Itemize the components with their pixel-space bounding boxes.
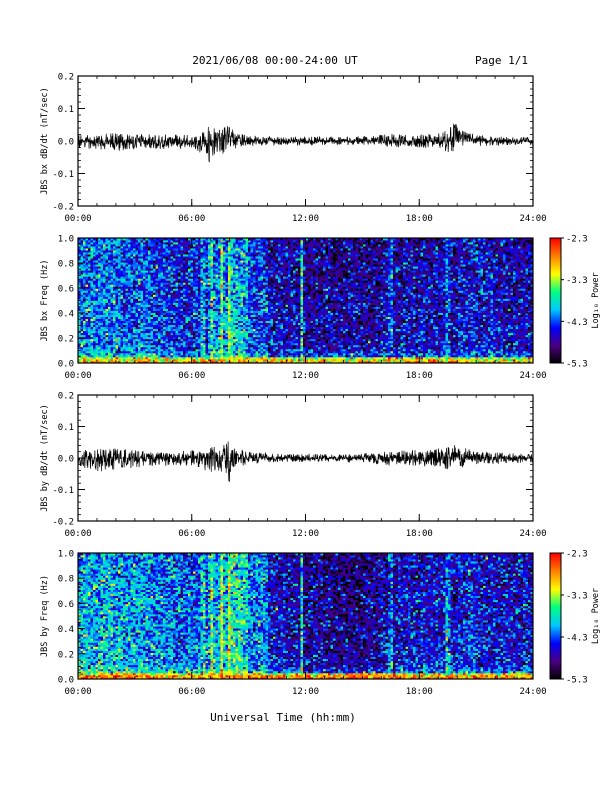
x-tick-label: 00:00: [64, 214, 91, 224]
y-tick-label: 0.0: [58, 455, 74, 465]
x-tick-label: 06:00: [178, 687, 205, 697]
y-tick-label: 0.8: [58, 575, 74, 585]
x-tick-label: 00:00: [64, 687, 91, 697]
colorbar-tick-label: -2.3: [566, 235, 588, 245]
series-line: [78, 442, 533, 482]
x-tick-label: 24:00: [519, 214, 546, 224]
y-tick-label: 0.4: [58, 625, 74, 635]
y-tick-label: 0.2: [58, 335, 74, 345]
x-tick-label: 12:00: [292, 687, 319, 697]
panels: 0.20.10.0-0.1-0.200:00 06:00 12:00 18:00 24:…: [40, 73, 601, 698]
x-tick-label: 24:00: [519, 371, 546, 381]
y-tick-label: 0.0: [58, 360, 74, 370]
colorbar-label: Log₁₀ Power: [591, 272, 601, 328]
y-tick-label: 0.6: [58, 285, 74, 295]
heatmap-cells: [78, 238, 533, 363]
x-tick-label: 12:00: [292, 529, 319, 539]
x-tick-label: 24:00: [519, 687, 546, 697]
x-tick-label: 12:00: [292, 371, 319, 381]
colorbar-tick-label: -4.3: [566, 634, 588, 644]
colorbar-tick-label: -3.3: [566, 276, 588, 286]
colorbar-tick-label: -2.3: [566, 550, 588, 560]
x-tick-label: 06:00: [178, 214, 205, 224]
y-tick-label: 0.8: [58, 260, 74, 270]
colorbar-label: Log₁₀ Power: [591, 588, 601, 644]
x-axis-label: Universal Time (hh:mm): [210, 711, 356, 724]
colorbar: -2.3 -3.3 -4.3 -5.3 Log₁₀ Power: [550, 550, 601, 686]
x-tick-label: 18:00: [406, 371, 433, 381]
x-tick-label: 00:00: [64, 371, 91, 381]
x-tick-label: 06:00: [178, 371, 205, 381]
y-tick-label: 0.2: [58, 73, 74, 83]
chart-title: 2021/06/08 00:00-24:00 UT: [192, 54, 358, 67]
y-tick-label: -0.1: [52, 170, 74, 180]
series-line: [78, 124, 533, 162]
y-tick-label: 0.2: [58, 392, 74, 402]
colorbar: -2.3 -3.3 -4.3 -5.3 Log₁₀ Power: [550, 235, 601, 370]
y-axis-label: JBS bx dB/dt (nT/sec): [40, 87, 50, 194]
panel-4: 1.0 0.8 0.6 0.4 0.2 0.000:00 06:00 12:00 18:00 24…: [40, 550, 601, 698]
x-tick-label: 18:00: [406, 687, 433, 697]
colorbar-tick-label: -4.3: [566, 318, 588, 328]
x-tick-label: 12:00: [292, 214, 319, 224]
y-tick-label: 0.0: [58, 676, 74, 686]
y-tick-label: 0.1: [58, 423, 74, 433]
y-axis-label: JBS by dB/dt (nT/sec): [40, 404, 50, 511]
panel-2: 1.0 0.8 0.6 0.4 0.2 0.000:00 06:00 12:00 18:00 24…: [40, 235, 601, 382]
y-tick-label: -0.2: [52, 203, 74, 213]
x-tick-label: 18:00: [406, 529, 433, 539]
y-tick-label: 1.0: [58, 235, 74, 245]
figure: 2021/06/08 00:00-24:00 UT Page 1/1 0.20.…: [0, 0, 612, 792]
x-tick-label: 18:00: [406, 214, 433, 224]
y-tick-label: 0.1: [58, 105, 74, 115]
x-tick-label: 00:00: [64, 529, 91, 539]
panel-3: 0.2 0.1 0.0 -0.1 -0.200:00 06:00 12:00 18:00 24:…: [40, 392, 547, 540]
y-tick-label: 0.4: [58, 310, 74, 320]
y-axis-label: JBS by Freq (Hz): [40, 575, 50, 657]
page-indicator: Page 1/1: [475, 54, 528, 67]
y-tick-label: 0.2: [58, 650, 74, 660]
panel-1: 0.2 0.1 0.0 -0.1 -0.200:00 06:00 12:00 18:00 24:…: [40, 73, 547, 225]
y-tick-label: 1.0: [58, 550, 74, 560]
y-tick-label: 0.0: [58, 138, 74, 148]
y-axis-label: JBS bx Freq (Hz): [40, 260, 50, 342]
x-tick-label: 24:00: [519, 529, 546, 539]
heatmap-cells: [78, 553, 533, 679]
colorbar-tick-label: -5.3: [566, 676, 588, 686]
y-tick-label: 0.6: [58, 600, 74, 610]
x-tick-label: 06:00: [178, 529, 205, 539]
colorbar-tick-label: -5.3: [566, 360, 588, 370]
y-tick-label: -0.1: [52, 486, 74, 496]
colorbar-tick-label: -3.3: [566, 592, 588, 602]
y-tick-label: -0.2: [52, 518, 74, 528]
